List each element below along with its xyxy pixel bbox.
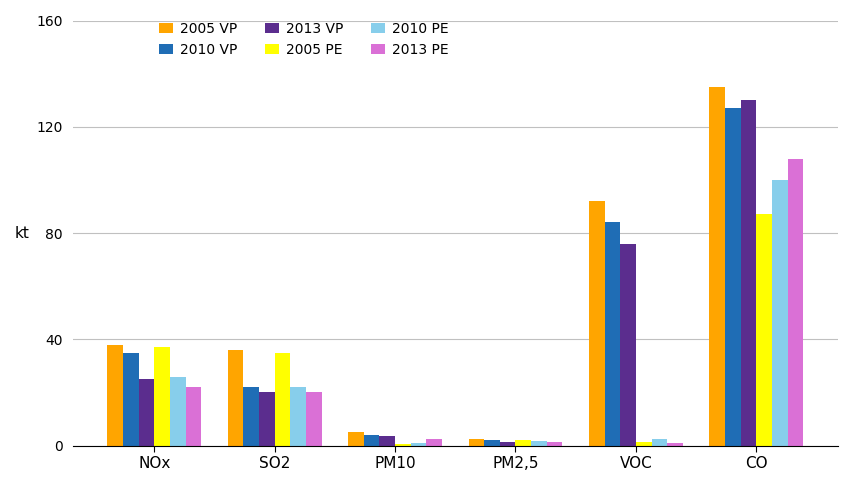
Bar bbox=[170, 377, 186, 446]
Bar bbox=[274, 353, 290, 446]
Bar bbox=[651, 439, 666, 446]
Bar bbox=[740, 100, 756, 446]
Bar bbox=[426, 439, 441, 446]
Bar bbox=[363, 435, 379, 446]
Y-axis label: kt: kt bbox=[15, 226, 30, 241]
Bar bbox=[243, 387, 259, 446]
Bar bbox=[724, 108, 740, 446]
Bar bbox=[290, 387, 306, 446]
Bar bbox=[635, 442, 651, 446]
Bar bbox=[709, 87, 724, 446]
Bar bbox=[468, 439, 484, 446]
Bar bbox=[588, 201, 604, 446]
Bar bbox=[348, 433, 363, 446]
Legend: 2005 VP, 2010 VP, 2013 VP, 2005 PE, 2010 PE, 2013 PE: 2005 VP, 2010 VP, 2013 VP, 2005 PE, 2010… bbox=[156, 19, 451, 59]
Bar bbox=[394, 444, 411, 446]
Bar bbox=[531, 441, 546, 446]
Bar bbox=[139, 379, 154, 446]
Bar bbox=[411, 443, 426, 446]
Bar bbox=[154, 347, 170, 446]
Bar bbox=[546, 442, 561, 446]
Bar bbox=[771, 180, 786, 446]
Bar bbox=[484, 440, 499, 446]
Bar bbox=[499, 442, 515, 446]
Bar bbox=[306, 393, 321, 446]
Bar bbox=[515, 440, 531, 446]
Bar bbox=[123, 353, 139, 446]
Bar bbox=[604, 223, 619, 446]
Bar bbox=[619, 243, 635, 446]
Bar bbox=[666, 443, 682, 446]
Bar bbox=[756, 214, 771, 446]
Bar bbox=[259, 393, 274, 446]
Bar bbox=[186, 387, 201, 446]
Bar bbox=[227, 350, 243, 446]
Bar bbox=[107, 345, 123, 446]
Bar bbox=[379, 436, 394, 446]
Bar bbox=[786, 158, 803, 446]
